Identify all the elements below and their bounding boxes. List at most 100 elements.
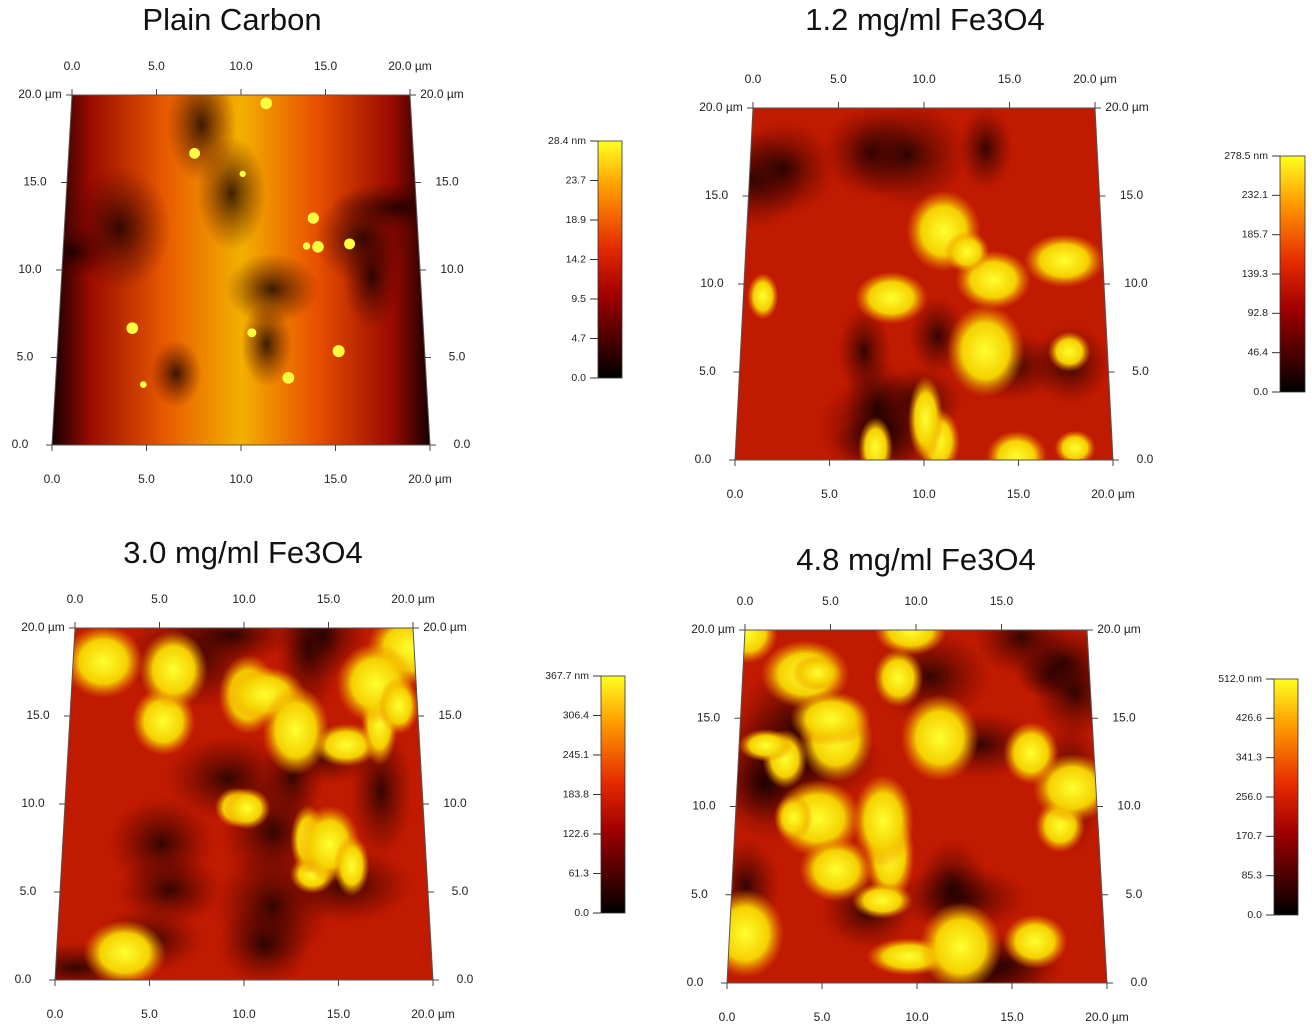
colorbar-label: 183.8 — [563, 788, 589, 800]
particle — [874, 630, 947, 656]
tick-label: 10.0 — [229, 472, 253, 486]
tick-label: 15.0 — [324, 472, 348, 486]
afm-panel: 3.0 mg/ml Fe3O4 0.0 5.0 10.0 15.0 20.0 µm 0.0 5… — [15, 535, 626, 1021]
particle — [307, 212, 319, 224]
colorbar-label: 9.5 — [571, 293, 586, 305]
particle — [262, 685, 330, 776]
tick-label: 5.0 — [822, 594, 839, 608]
tick-label: 20.0 µm — [1091, 487, 1135, 501]
particle — [224, 787, 271, 830]
colorbar-label: 341.3 — [1236, 751, 1262, 763]
particle — [239, 170, 246, 178]
tick-label: 10.0 — [443, 796, 467, 810]
tick-label: 15.0 — [1000, 1010, 1024, 1024]
tick-label: 5.0 — [814, 1010, 831, 1024]
colorbar-label: 122.6 — [563, 828, 589, 840]
tick-label: 5.0 — [17, 350, 34, 364]
tick-label: 5.0 — [830, 72, 847, 86]
colorbar-label: 4.7 — [571, 332, 586, 344]
tick-label: 5.0 — [138, 472, 155, 486]
tick-label: 10.0 — [229, 59, 253, 73]
tick-label: 5.0 — [449, 350, 466, 364]
tick-label: 0.0 — [12, 437, 29, 451]
particle — [791, 655, 843, 691]
colorbar-label: 0.0 — [571, 372, 586, 384]
tick-label: 20.0 µm — [699, 100, 743, 114]
tick-label: 20.0 µm — [423, 620, 467, 634]
particle — [1032, 753, 1107, 823]
tick-label: 15.0 — [314, 59, 338, 73]
colorbar — [1273, 678, 1299, 916]
afm-image — [55, 628, 433, 980]
colorbar-label: 0.0 — [1247, 909, 1262, 921]
tick-label: 0.0 — [457, 972, 474, 986]
tick-label: 10.0 — [912, 72, 936, 86]
colorbar-label: 256.0 — [1236, 791, 1262, 803]
tick-label: 5.0 — [452, 884, 469, 898]
particle — [332, 345, 345, 358]
tick-label: 0.0 — [737, 594, 754, 608]
particle — [919, 902, 1002, 983]
panel-title: 3.0 mg/ml Fe3O4 — [123, 535, 362, 570]
dark-region — [225, 253, 319, 325]
tick-label: 0.0 — [727, 487, 744, 501]
tick-label: 0.0 — [719, 1010, 736, 1024]
particle — [302, 242, 311, 250]
particle — [873, 648, 924, 708]
particle — [908, 376, 944, 460]
particle — [1054, 430, 1096, 460]
tick-label: 20.0 µm — [18, 87, 62, 101]
tick-label: 5.0 — [151, 592, 168, 606]
particle — [852, 774, 914, 868]
tick-label: 5.0 — [1126, 887, 1143, 901]
tick-label: 15.0 — [435, 175, 459, 189]
tick-label: 0.0 — [64, 59, 81, 73]
particle — [858, 417, 893, 460]
tick-label: 5.0 — [20, 884, 37, 898]
dark-region — [166, 95, 237, 183]
particle — [63, 628, 144, 699]
particle — [986, 430, 1047, 460]
afm-panel: 4.8 mg/ml Fe3O4 0.0 5.0 10.0 15.0 0.0 5.0 10.0 1… — [687, 542, 1299, 1024]
colorbar-label: 14.2 — [566, 253, 587, 265]
tick-label: 20.0 µm — [420, 87, 464, 101]
tick-label: 10.0 — [232, 592, 256, 606]
tick-label: 20.0 µm — [1097, 622, 1141, 636]
tick-label: 10.0 — [700, 276, 724, 290]
colorbar-label: 139.3 — [1242, 268, 1268, 280]
particle — [900, 694, 979, 782]
particle — [83, 920, 167, 980]
colorbar-label: 185.7 — [1242, 228, 1268, 240]
tick-label: 15.0 — [26, 708, 50, 722]
particle — [333, 835, 370, 897]
particle — [799, 837, 874, 902]
tick-label: 15.0 — [705, 188, 729, 202]
tick-label: 5.0 — [1132, 364, 1149, 378]
dark-region — [281, 628, 367, 679]
particle — [790, 691, 871, 747]
dark-region — [847, 108, 968, 207]
colorbar-label: 426.6 — [1236, 712, 1262, 724]
tick-label: 0.0 — [67, 592, 84, 606]
particle — [1002, 914, 1068, 969]
tick-label: 0.0 — [44, 472, 61, 486]
colorbar-label: 278.5 nm — [1224, 150, 1268, 162]
tick-label: 0.0 — [695, 452, 712, 466]
colorbar-label: 0.0 — [574, 907, 589, 919]
dark-region — [330, 181, 430, 234]
tick-label: 20.0 µm — [1105, 100, 1149, 114]
dark-region — [735, 121, 836, 216]
tick-label: 10.0 — [21, 796, 45, 810]
tick-label: 5.0 — [821, 487, 838, 501]
particle — [282, 371, 295, 384]
tick-label: 20.0 µm — [391, 592, 435, 606]
tick-label: 0.0 — [745, 72, 762, 86]
particle — [189, 147, 200, 159]
tick-label: 15.0 — [327, 1007, 351, 1021]
afm-image — [735, 108, 1113, 460]
particle — [126, 322, 139, 335]
particle — [378, 677, 420, 735]
